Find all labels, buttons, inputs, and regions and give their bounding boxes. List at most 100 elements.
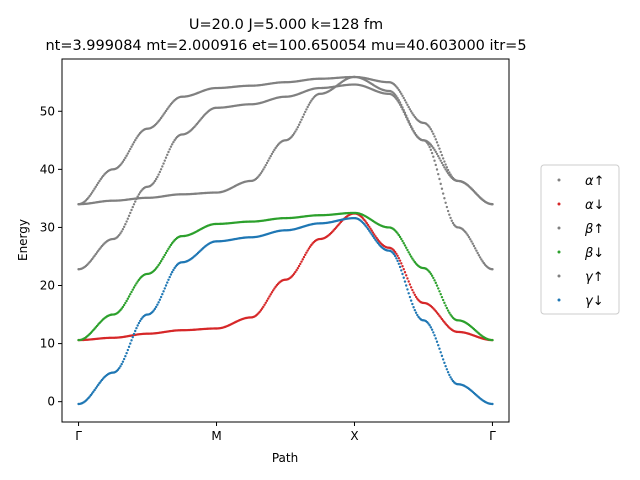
series-6-point	[136, 324, 139, 327]
series-5-point	[125, 154, 128, 157]
x-tick-label: Γ	[75, 429, 82, 443]
series-3-point	[437, 172, 440, 176]
series-6-point	[444, 364, 447, 368]
series-6-point	[392, 252, 396, 256]
series-6-point	[445, 368, 449, 371]
series-3-point	[443, 197, 446, 200]
series-4-point	[439, 293, 442, 296]
series-4-point	[124, 301, 127, 305]
series-5-point	[167, 106, 170, 109]
series-3-point	[433, 159, 436, 162]
series-6-point	[121, 360, 125, 363]
series-6-point	[446, 371, 450, 374]
series-3-point	[162, 162, 165, 165]
series-2-point	[295, 268, 298, 272]
series-1-point	[267, 159, 270, 162]
legend-label: α↑	[585, 174, 604, 189]
series-2-point	[365, 221, 368, 225]
series-6-point	[372, 236, 376, 240]
series-3-point	[444, 201, 447, 204]
series-1-point	[271, 150, 275, 154]
series-3-point	[154, 177, 158, 181]
series-2-point	[307, 247, 311, 250]
series-3-point	[152, 181, 155, 184]
series-6-point	[405, 284, 408, 287]
series-5-point	[134, 139, 137, 142]
series-6-point	[433, 334, 436, 337]
series-2-point	[263, 303, 266, 307]
series-1-point	[308, 101, 312, 104]
series-5-point	[448, 171, 451, 174]
series-3-point	[97, 249, 100, 252]
series-4-point	[437, 287, 440, 290]
series-1-point	[265, 161, 269, 165]
series-4-point	[411, 257, 414, 260]
series-3-point	[409, 125, 413, 129]
series-2-point	[292, 272, 296, 275]
series-5-point	[449, 173, 452, 176]
x-axis-label: Path	[272, 451, 298, 465]
series-3-point	[136, 195, 139, 198]
series-1-point	[299, 121, 302, 124]
series-3-point	[402, 110, 405, 114]
series-4-point	[121, 305, 125, 309]
series-6-point	[119, 365, 122, 368]
series-2-point	[408, 283, 412, 286]
series-5-point	[491, 203, 494, 206]
series-2-point	[368, 225, 371, 229]
series-3-point	[90, 257, 94, 261]
series-6-point	[411, 302, 414, 306]
series-1-point	[310, 99, 313, 102]
series-5-point	[93, 187, 96, 190]
series-3-point	[135, 197, 138, 201]
series-3-point	[481, 260, 484, 263]
series-5-point	[161, 115, 164, 118]
series-3-point	[425, 141, 429, 144]
series-5-point	[136, 135, 139, 138]
series-1-point	[262, 168, 265, 171]
series-2-point	[296, 267, 300, 270]
series-4-point	[443, 301, 446, 305]
series-5-point	[433, 135, 436, 138]
series-2-point	[412, 291, 415, 294]
series-3-point	[471, 242, 474, 245]
series-4-point	[432, 276, 435, 280]
series-3-point	[448, 213, 451, 216]
series-3-point	[395, 97, 398, 101]
series-4-point	[398, 235, 402, 239]
series-6-point	[365, 226, 368, 229]
series-4-point	[409, 255, 413, 258]
series-6-point	[427, 322, 430, 325]
series-2-point	[405, 274, 408, 277]
series-2-point	[262, 305, 265, 308]
series-4-point	[440, 295, 444, 299]
series-6-point	[163, 287, 166, 290]
series-3-point	[408, 123, 412, 126]
series-2-point	[308, 245, 312, 248]
series-5-point	[122, 158, 126, 162]
series-4-point	[161, 258, 164, 261]
series-6-point	[402, 276, 405, 279]
series-5-point	[445, 166, 449, 169]
series-2-point	[370, 229, 373, 232]
series-2-point	[271, 289, 275, 292]
series-3-point	[403, 113, 407, 116]
series-6-point	[366, 227, 370, 231]
series-3-point	[470, 240, 473, 243]
series-6-point	[134, 329, 137, 333]
series-6-point	[97, 383, 100, 387]
series-2-point	[411, 288, 414, 292]
series-3-point	[413, 132, 417, 135]
series-3-point	[428, 145, 431, 149]
series-6-point	[92, 390, 95, 393]
series-3-point	[477, 254, 481, 257]
legend-marker	[557, 274, 561, 278]
series-5-point	[127, 150, 131, 153]
series-5-point	[162, 113, 165, 116]
y-tick-label: 20	[40, 279, 55, 293]
y-tick-label: 40	[40, 162, 55, 176]
series-4-point	[122, 303, 126, 307]
series-3-point	[170, 143, 174, 146]
series-3-point	[130, 208, 133, 212]
series-5-point	[132, 141, 136, 144]
